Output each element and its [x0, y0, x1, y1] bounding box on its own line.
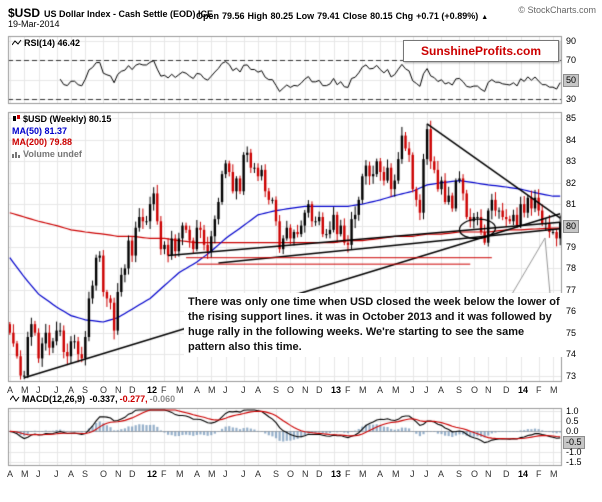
copyright: © StockCharts.com — [518, 5, 596, 15]
macd-label: MACD(12,26,9) — [22, 394, 86, 404]
legend-price: $USD (Weekly) 80.15 — [23, 114, 112, 124]
macd-label-row: MACD(12,26,9) -0.337, -0.277, -0.060 — [9, 394, 177, 404]
legend-volume-row: Volume undef — [12, 149, 111, 161]
chg-value: +0.71 (+0.89%) — [416, 11, 479, 21]
close-value: 80.15 — [370, 11, 393, 21]
legend-volume: Volume undef — [23, 148, 82, 159]
rsi-label: RSI(14) 46.42 — [24, 38, 81, 48]
legend-ma200-row: MA(200) 79.88 — [12, 137, 111, 149]
change-up-arrow-icon: ▲ — [481, 14, 489, 21]
chart-date: 19-Mar-2014 — [8, 19, 60, 29]
sunshine-profits-watermark: SunshineProfits.com — [403, 40, 559, 62]
legend-ma200: MA(200) 79.88 — [12, 137, 73, 147]
close-label: Close — [342, 11, 368, 21]
candlestick-icon — [13, 115, 20, 121]
open-value: 79.56 — [222, 11, 245, 21]
quote-summary: Open 79.56 High 80.25 Low 79.41 Close 80.15 Chg +… — [196, 6, 491, 24]
annotation-callout: There was only one time when USD closed … — [184, 293, 564, 357]
main-legend: $USD (Weekly) 80.15 MA(50) 81.37 MA(200)… — [12, 114, 111, 160]
chg-label: Chg — [395, 11, 414, 21]
macd-value-2: -0.277, — [119, 394, 148, 404]
legend-ma50-row: MA(50) 81.37 — [12, 126, 111, 138]
low-value: 79.41 — [317, 11, 340, 21]
macd-line-icon — [9, 395, 20, 402]
high-label: High — [247, 11, 268, 21]
watermark-text: SunshineProfits.com — [420, 44, 542, 58]
annotation-text: There was only one time when USD closed … — [188, 296, 560, 353]
open-label: Open — [196, 11, 220, 21]
legend-price-row: $USD (Weekly) 80.15 — [12, 114, 111, 126]
low-label: Low — [296, 11, 315, 21]
chart-title: US Dollar Index - Cash Settle (EOD) ICE — [44, 9, 214, 19]
macd-value-3: -0.060 — [149, 394, 176, 404]
ticker-symbol: $USD — [8, 6, 41, 20]
legend-ma50: MA(50) 81.37 — [12, 125, 68, 136]
rsi-label-row: RSI(14) 46.42 — [11, 38, 81, 48]
header-title-group: $USD US Dollar Index - Cash Settle (EOD) … — [8, 4, 213, 22]
macd-value-1: -0.337, — [89, 394, 118, 404]
rsi-line-icon — [11, 39, 22, 46]
volume-bars-icon — [12, 151, 20, 158]
high-value: 80.25 — [270, 11, 294, 21]
